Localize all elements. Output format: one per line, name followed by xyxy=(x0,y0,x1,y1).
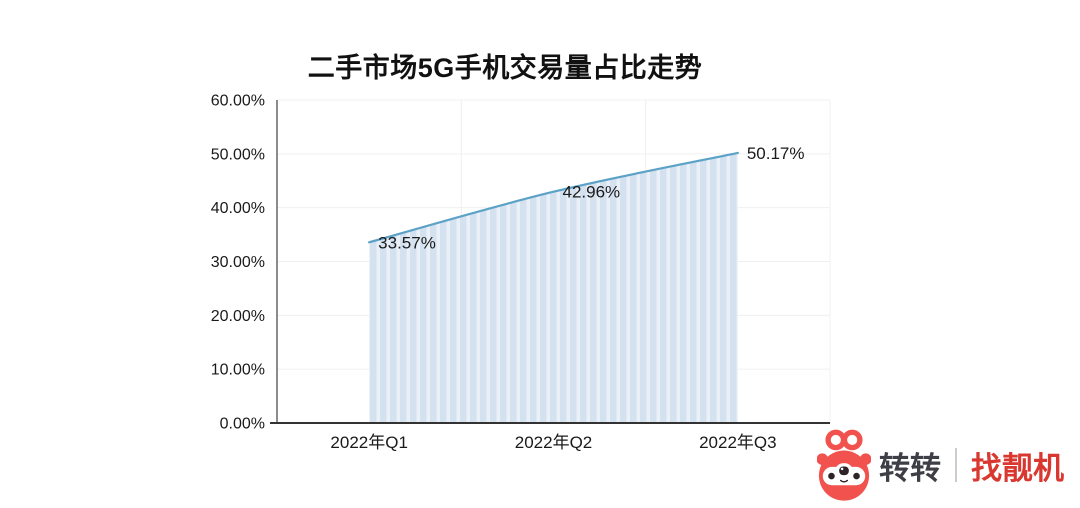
data-point-label: 42.96% xyxy=(563,183,621,202)
x-axis-label: 2022年Q3 xyxy=(699,433,777,452)
brand-footer: 转转 找靓机 xyxy=(817,427,1064,503)
y-tick-label: 0.00% xyxy=(220,416,265,433)
y-tick-label: 30.00% xyxy=(211,254,265,271)
data-point-label: 50.17% xyxy=(747,144,805,163)
mascot-eye-left xyxy=(828,472,835,480)
data-point-label: 33.57% xyxy=(378,233,436,252)
x-axis-label: 2022年Q1 xyxy=(330,433,408,452)
brand-divider-bar xyxy=(955,448,957,482)
brand-partner-name: 找靓机 xyxy=(971,450,1064,486)
chart-title: 二手市场5G手机交易量占比走势 xyxy=(307,53,703,83)
mascot-mouth xyxy=(839,479,849,483)
y-tick-label: 60.00% xyxy=(211,93,265,110)
y-tick-label: 10.00% xyxy=(211,362,265,379)
y-tick-label: 50.00% xyxy=(211,146,265,163)
series-line xyxy=(368,151,739,244)
zhuanzhuan-mascot-icon xyxy=(817,429,871,501)
mascot-eye-right xyxy=(853,472,860,480)
brand-name: 转转 xyxy=(879,450,941,486)
mascot-key-ring-right xyxy=(841,429,863,451)
mascot-nose xyxy=(839,466,849,476)
area-fill xyxy=(369,152,738,424)
mascot-key-ring-left xyxy=(825,429,847,451)
y-tick-label: 40.00% xyxy=(211,200,265,217)
mascot-nose-highlight xyxy=(840,467,844,471)
y-tick-label: 20.00% xyxy=(211,308,265,325)
x-axis-label: 2022年Q2 xyxy=(515,433,593,452)
